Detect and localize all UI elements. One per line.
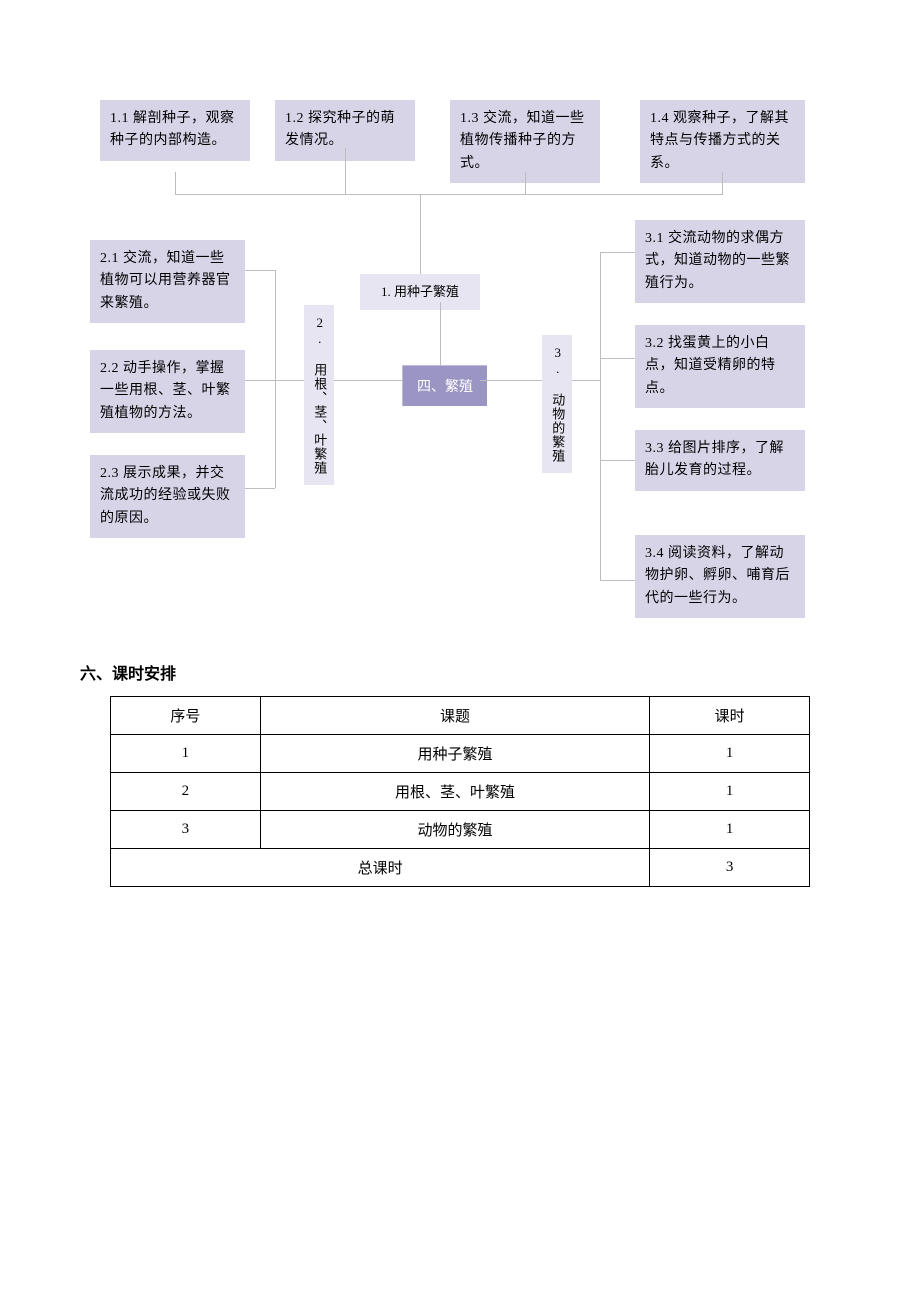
node-3-3: 3.3 给图片排序，了解胎儿发育的过程。 [635, 430, 805, 491]
connector [334, 380, 402, 381]
connector [600, 358, 635, 359]
section-heading: 六、课时安排 [80, 660, 840, 684]
node-1-1: 1.1 解剖种子，观察种子的内部构造。 [100, 100, 250, 161]
cell-total-label: 总课时 [111, 849, 650, 887]
cell-hours: 1 [650, 811, 810, 849]
node-3-1: 3.1 交流动物的求偶方式，知道动物的一些繁殖行为。 [635, 220, 805, 303]
cell-hours: 1 [650, 773, 810, 811]
cell-seq: 1 [111, 735, 261, 773]
connector [572, 380, 600, 381]
table-header: 序号 课题 课时 [111, 697, 810, 735]
table-row: 3 动物的繁殖 1 [111, 811, 810, 849]
schedule-table: 序号 课题 课时 1 用种子繁殖 1 2 用根、茎、叶繁殖 1 3 动物的繁殖 … [110, 696, 810, 887]
connector [275, 270, 276, 488]
node-branch-1: 1. 用种子繁殖 [360, 274, 480, 310]
node-2-2: 2.2 动手操作，掌握一些用根、茎、叶繁殖植物的方法。 [90, 350, 245, 433]
connector [245, 380, 275, 381]
header-seq: 序号 [111, 697, 261, 735]
cell-topic: 用根、茎、叶繁殖 [260, 773, 649, 811]
diagram-container: 1.1 解剖种子，观察种子的内部构造。 1.2 探究种子的萌发情况。 1.3 交… [80, 80, 840, 660]
connector [175, 194, 723, 195]
connector [600, 460, 635, 461]
node-center: 四、繁殖 [402, 365, 487, 406]
node-3-2: 3.2 找蛋黄上的小白点，知道受精卵的特点。 [635, 325, 805, 408]
connector [525, 172, 526, 194]
table-total-row: 总课时 3 [111, 849, 810, 887]
header-topic: 课题 [260, 697, 649, 735]
cell-seq: 2 [111, 773, 261, 811]
node-2-1: 2.1 交流，知道一些植物可以用营养器官来繁殖。 [90, 240, 245, 323]
cell-seq: 3 [111, 811, 261, 849]
node-branch-2: 2. 用根、茎、叶繁殖 [304, 305, 334, 485]
node-2-3: 2.3 展示成果，并交流成功的经验或失败的原因。 [90, 455, 245, 538]
connector [245, 270, 275, 271]
connector [440, 302, 441, 365]
connector [275, 380, 304, 381]
cell-total-value: 3 [650, 849, 810, 887]
connector [245, 488, 275, 489]
connector [600, 580, 635, 581]
node-1-3: 1.3 交流，知道一些植物传播种子的方式。 [450, 100, 600, 183]
connector [345, 148, 346, 194]
connector [480, 380, 542, 381]
node-3-4: 3.4 阅读资料，了解动物护卵、孵卵、哺育后代的一些行为。 [635, 535, 805, 618]
table-row: 2 用根、茎、叶繁殖 1 [111, 773, 810, 811]
node-branch-3: 3. 动物的繁殖 [542, 335, 572, 473]
cell-topic: 动物的繁殖 [260, 811, 649, 849]
header-hours: 课时 [650, 697, 810, 735]
cell-hours: 1 [650, 735, 810, 773]
table-row: 1 用种子繁殖 1 [111, 735, 810, 773]
connector [722, 172, 723, 194]
cell-topic: 用种子繁殖 [260, 735, 649, 773]
connector [600, 252, 635, 253]
connector [420, 194, 421, 274]
node-1-4: 1.4 观察种子，了解其特点与传播方式的关系。 [640, 100, 805, 183]
connector [600, 252, 601, 580]
connector [175, 172, 176, 194]
